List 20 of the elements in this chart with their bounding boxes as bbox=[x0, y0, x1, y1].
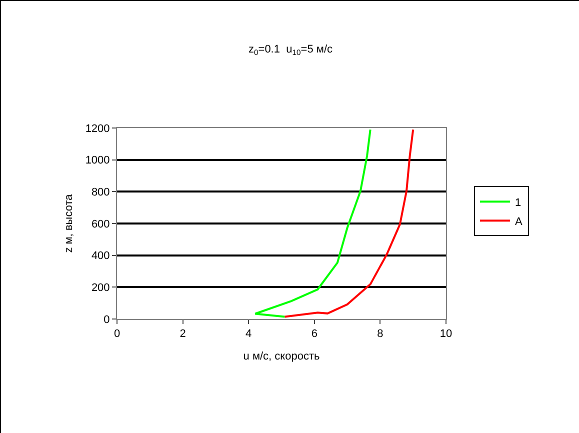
x-tick-label: 0 bbox=[114, 328, 120, 340]
line-series bbox=[254, 128, 372, 318]
x-tick-label: 2 bbox=[180, 328, 186, 340]
chart-title: z$_{0}$=0.1 u$_{10}$=5 м/с bbox=[248, 43, 334, 57]
y-tick-label: 1000 bbox=[85, 154, 110, 167]
x-tick-label: 10 bbox=[440, 328, 452, 340]
x-tick-label: 4 bbox=[246, 328, 252, 340]
x-tick-label: 8 bbox=[377, 328, 384, 340]
y-tick-label: 0 bbox=[104, 314, 110, 326]
legend-label: A bbox=[514, 216, 523, 228]
y-tick-label: 800 bbox=[91, 186, 110, 199]
line-series bbox=[284, 128, 414, 318]
x-tick-label: 6 bbox=[311, 328, 318, 340]
y-axis-title: z м, высота bbox=[62, 193, 75, 253]
y-tick-label: 200 bbox=[91, 282, 110, 294]
y-tick-label: 600 bbox=[91, 218, 110, 230]
y-tick-label: 1200 bbox=[85, 122, 110, 135]
legend-label: 1 bbox=[514, 196, 522, 209]
y-tick-label: 400 bbox=[91, 250, 110, 262]
x-axis-title: u м/с, скорость bbox=[243, 350, 320, 362]
